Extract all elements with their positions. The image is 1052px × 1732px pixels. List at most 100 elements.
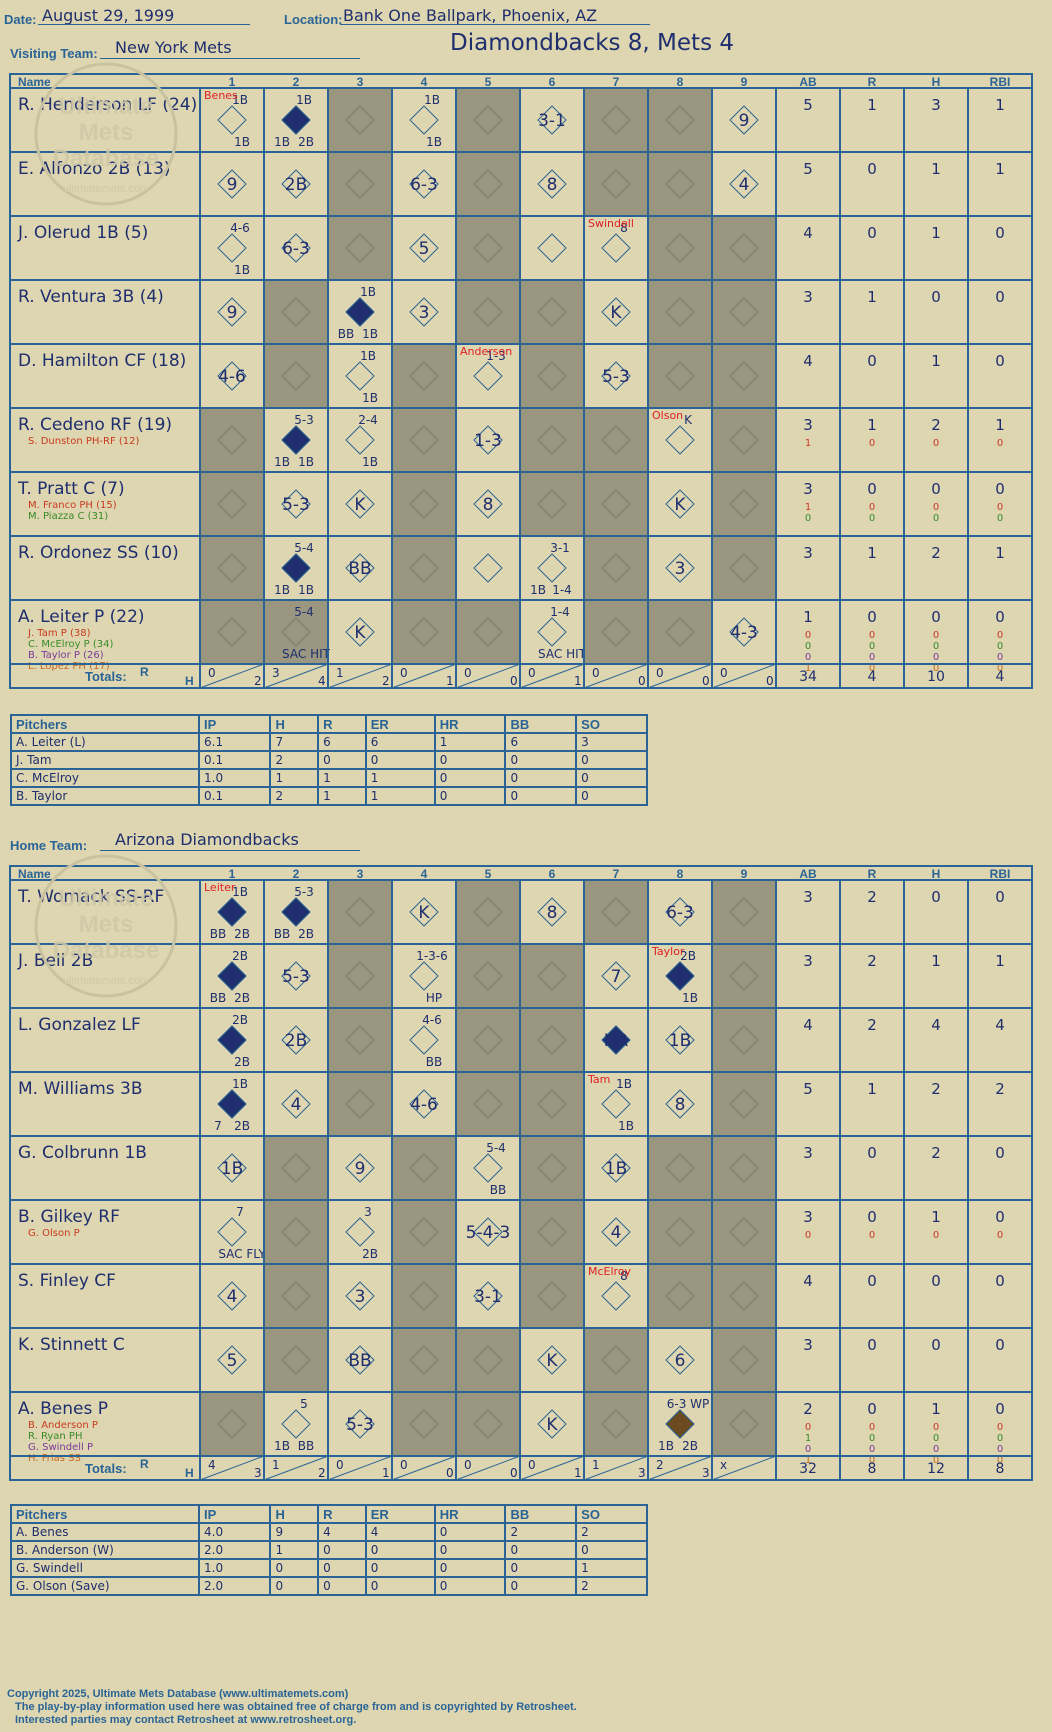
base-diamond: [729, 233, 759, 263]
inning-runs: 0: [720, 666, 728, 680]
stat-value: 0: [933, 652, 939, 663]
pitcher-stat: 1: [269, 768, 320, 788]
play-notation: 1B: [424, 93, 440, 107]
play-notation: 2B: [285, 1031, 307, 1051]
grid-header-row: [9, 865, 1033, 881]
base-diamond: [601, 617, 631, 647]
play-notation: 3: [675, 559, 686, 579]
run-scored-diamond: [217, 1025, 247, 1055]
play-notation: 1B: [274, 455, 290, 469]
base-diamond: [601, 361, 631, 391]
visiting-underline: [100, 58, 360, 59]
totals-r-label: R: [140, 665, 149, 679]
play-notation: 7: [611, 967, 622, 987]
play-notation: 5: [300, 1397, 308, 1411]
stat-value: 1: [995, 416, 1005, 434]
inning-total-divider: [711, 663, 777, 689]
base-diamond: [729, 425, 759, 455]
inning-cell: [711, 471, 777, 537]
play-notation: BB: [426, 1055, 442, 1069]
inning-cell: [711, 879, 777, 945]
total-stat-cell: [967, 1455, 1033, 1481]
inning-total-divider: [391, 1455, 457, 1481]
base-diamond: [473, 489, 503, 519]
play-notation: 1B: [234, 263, 250, 277]
inning-cell: [455, 535, 521, 601]
stat-value: 0: [869, 652, 875, 663]
inning-cell: [711, 215, 777, 281]
pitcher-stat: 7: [269, 732, 320, 752]
play-notation: 3: [419, 303, 430, 323]
stat-value: 0: [867, 1336, 877, 1354]
base-diamond: [409, 1281, 439, 1311]
stat-value: 3: [803, 1336, 813, 1354]
base-diamond: [537, 1217, 567, 1247]
base-diamond: [473, 105, 503, 135]
header-inning-6: 6: [549, 75, 556, 89]
inning-total-divider: [647, 1455, 713, 1481]
pitcher-stat: 4: [364, 1522, 436, 1542]
stat-value: 1: [867, 96, 877, 114]
base-diamond: [729, 897, 759, 927]
run-scored-diamond: [601, 1025, 631, 1055]
play-notation: 6-3: [666, 903, 694, 923]
play-notation: 8: [547, 175, 558, 195]
home-team: Arizona Diamondbacks: [115, 830, 299, 849]
base-diamond: [665, 553, 695, 583]
stat-value: 3: [803, 888, 813, 906]
base-diamond: [601, 961, 631, 991]
base-diamond: [473, 1089, 503, 1119]
play-notation: 3-1: [538, 111, 566, 131]
play-notation: 8: [620, 221, 628, 235]
play-notation: 1B: [605, 1159, 627, 1179]
play-notation: 2B: [234, 1055, 250, 1069]
totals-label: Totals:: [85, 669, 127, 684]
base-diamond: [473, 961, 503, 991]
header-inning-9: 9: [741, 75, 748, 89]
inning-cell: [391, 471, 457, 537]
stat-value: 0: [867, 1272, 877, 1290]
header-inning-3: 3: [357, 75, 364, 89]
inning-cell: [519, 343, 585, 409]
stat-value: 0: [997, 663, 1003, 674]
base-diamond: [473, 297, 503, 327]
play-notation: 1B: [232, 885, 248, 899]
base-diamond: [409, 1153, 439, 1183]
stat-value: 0: [997, 1422, 1003, 1433]
base-diamond: [537, 617, 567, 647]
inning-cell: [583, 1391, 649, 1457]
watermark-circle: [34, 62, 178, 206]
run-scored-diamond: [217, 897, 247, 927]
pitcher-stat: 1: [269, 1540, 320, 1560]
pitcher-stat: 0: [504, 1558, 578, 1578]
inning-cell: [583, 535, 649, 601]
inning-cell: [391, 1199, 457, 1265]
stat-value: 3: [931, 96, 941, 114]
play-notation: 1B: [298, 455, 314, 469]
pitcher-stat: 2: [575, 1522, 648, 1542]
play-notation: 1-3: [474, 431, 502, 451]
inning-runs: 0: [528, 666, 536, 680]
base-diamond: [729, 961, 759, 991]
header-stat-ab: AB: [799, 75, 817, 89]
pitcher-change-note: Swindell: [588, 217, 634, 230]
base-diamond: [217, 233, 247, 263]
play-notation: K: [354, 495, 366, 515]
sub-player-name: J. Tam P (38): [27, 628, 91, 639]
base-diamond: [729, 1281, 759, 1311]
base-diamond: [345, 617, 375, 647]
base-diamond: [729, 105, 759, 135]
play-notation: 8: [620, 1269, 628, 1283]
pitcher-stat: 1: [364, 786, 436, 806]
base-diamond: [345, 961, 375, 991]
base-diamond: [473, 425, 503, 455]
base-diamond: [345, 233, 375, 263]
inning-cell: [583, 151, 649, 217]
stat-value: 0: [933, 513, 939, 524]
play-notation: 2B: [232, 1013, 248, 1027]
base-diamond: [665, 1281, 695, 1311]
sub-player-name: G. Swindell P: [28, 1442, 93, 1453]
play-notation: BB: [348, 559, 371, 579]
inning-cell: [391, 1327, 457, 1393]
base-diamond: [473, 169, 503, 199]
